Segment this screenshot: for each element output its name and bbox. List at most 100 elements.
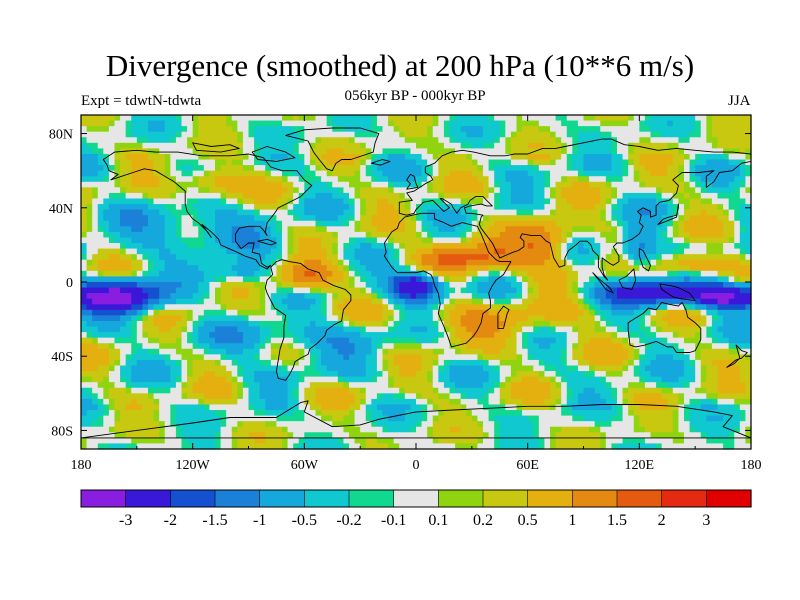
field-cell	[170, 276, 177, 283]
field-cell	[192, 287, 199, 294]
field-cell	[667, 131, 674, 138]
field-cell	[566, 220, 573, 227]
field-cell	[97, 237, 104, 244]
field-cell	[399, 320, 406, 328]
field-cell	[522, 181, 529, 188]
field-cell	[706, 309, 713, 316]
field-cell	[510, 243, 518, 250]
field-cell	[745, 298, 752, 305]
field-cell	[656, 165, 663, 172]
field-cell	[282, 282, 289, 289]
field-cell	[594, 115, 601, 122]
field-cell	[644, 276, 652, 283]
field-cell	[471, 159, 479, 166]
field-cell	[315, 315, 322, 322]
field-cell	[237, 243, 244, 250]
field-cell	[371, 243, 378, 250]
field-cell	[349, 181, 356, 188]
field-cell	[499, 226, 506, 233]
field-cell	[388, 276, 395, 283]
field-cell	[304, 165, 311, 172]
field-cell	[153, 137, 160, 144]
field-cell	[443, 309, 451, 316]
field-cell	[276, 187, 283, 194]
field-cell	[661, 337, 668, 344]
field-cell	[611, 276, 618, 283]
field-cell	[483, 209, 490, 216]
field-cell	[499, 198, 506, 205]
field-cell	[566, 248, 573, 255]
field-cell	[650, 226, 657, 233]
field-cell	[404, 198, 412, 205]
field-cell	[248, 343, 255, 350]
field-cell	[611, 298, 618, 305]
field-cell	[684, 170, 691, 177]
field-cell	[382, 192, 389, 200]
field-cell	[108, 309, 116, 316]
field-cell	[561, 120, 568, 127]
field-cell	[393, 220, 400, 227]
field-cell	[349, 320, 356, 328]
field-cell	[427, 120, 434, 127]
field-cell	[466, 320, 473, 328]
field-cell	[561, 176, 568, 183]
field-cell	[81, 332, 88, 339]
field-cell	[187, 259, 194, 266]
field-cell	[142, 265, 149, 272]
field-cell	[538, 315, 546, 322]
field-cell	[471, 293, 479, 300]
field-cell	[354, 192, 361, 200]
field-cell	[231, 259, 238, 266]
field-cell	[254, 309, 261, 316]
field-cell	[589, 231, 596, 239]
field-cell	[270, 337, 278, 344]
field-cell	[723, 265, 730, 272]
field-cell	[555, 131, 562, 138]
field-cell	[321, 309, 328, 316]
field-cell	[108, 282, 116, 289]
field-cell	[304, 142, 311, 149]
field-cell	[494, 254, 501, 261]
field-cell	[321, 220, 328, 227]
field-cell	[667, 248, 674, 255]
field-cell	[198, 165, 205, 172]
field-cell	[170, 142, 177, 149]
field-cell	[466, 337, 473, 344]
field-cell	[460, 148, 467, 155]
field-cell	[427, 181, 434, 188]
field-cell	[672, 181, 680, 188]
field-cell	[203, 309, 211, 316]
field-cell	[114, 153, 121, 161]
field-cell	[728, 337, 735, 344]
field-cell	[388, 282, 395, 289]
field-cell	[678, 276, 685, 283]
field-cell	[449, 287, 456, 294]
field-cell	[293, 220, 300, 227]
field-cell	[220, 159, 227, 166]
field-cell	[164, 309, 171, 316]
field-cell	[689, 170, 696, 177]
field-cell	[499, 315, 506, 322]
field-cell	[700, 320, 707, 328]
field-cell	[566, 293, 573, 300]
field-cell	[192, 126, 199, 133]
field-cell	[354, 265, 361, 272]
field-cell	[650, 315, 657, 322]
field-cell	[723, 187, 730, 194]
field-cell	[354, 220, 361, 227]
field-cell	[510, 287, 518, 294]
field-cell	[661, 320, 668, 328]
field-cell	[360, 337, 367, 344]
field-cell	[706, 243, 713, 250]
field-cell	[120, 265, 127, 272]
field-cell	[561, 254, 568, 261]
field-cell	[460, 220, 467, 227]
field-cell	[622, 115, 629, 122]
field-cell	[321, 226, 328, 233]
field-cell	[717, 204, 724, 211]
field-cell	[170, 298, 177, 305]
field-cell	[164, 337, 171, 344]
field-cell	[622, 337, 629, 344]
field-cell	[287, 265, 294, 272]
field-cell	[527, 332, 534, 339]
